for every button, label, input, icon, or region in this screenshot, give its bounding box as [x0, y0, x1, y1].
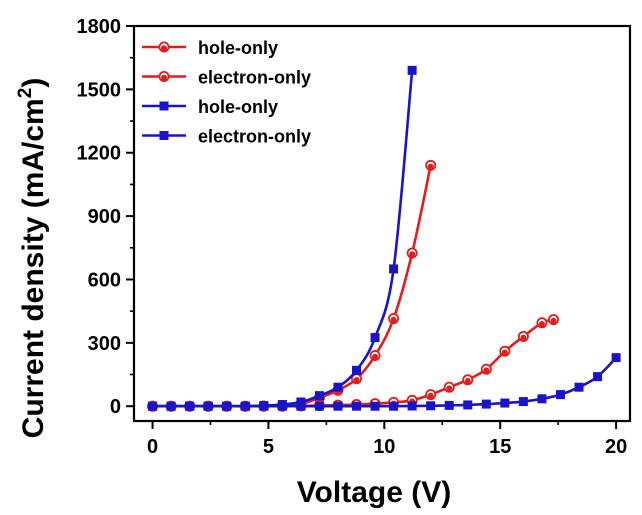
data-point: [333, 382, 343, 392]
legend-marker: [159, 101, 169, 111]
y-tick-label: 1200: [77, 143, 122, 165]
data-point: [500, 398, 510, 408]
legend-marker-fill: [161, 45, 167, 52]
data-point: [463, 400, 473, 410]
legend-item-3: electron-only: [142, 127, 311, 147]
series-line: [152, 165, 432, 408]
data-point: [389, 401, 399, 411]
data-point-fill: [464, 378, 471, 385]
data-point: [407, 65, 417, 75]
data-point: [148, 401, 158, 411]
data-point: [407, 401, 417, 411]
data-point: [240, 401, 250, 411]
legend-marker: [159, 131, 169, 140]
legend-label: hole-only: [198, 38, 278, 58]
data-point: [481, 399, 491, 409]
data-point-fill: [409, 251, 416, 258]
data-point: [555, 390, 565, 400]
data-point-fill: [372, 353, 379, 360]
data-point-fill: [390, 316, 397, 323]
data-point: [352, 401, 362, 411]
legend-marker-fill: [161, 74, 167, 81]
legend-item-1: electron-only: [142, 68, 311, 88]
x-tick-label: 0: [147, 436, 158, 458]
x-tick-label: 10: [373, 436, 395, 458]
data-point: [352, 365, 362, 375]
data-point: [537, 394, 547, 404]
data-point-fill: [427, 392, 434, 399]
series-1: [147, 314, 560, 412]
data-point: [593, 372, 603, 382]
data-point-fill: [520, 334, 527, 341]
axes-layer: 0 5 10 15 20 0 300 600 900 1200 1500 1800: [77, 16, 632, 458]
x-axis-title: Voltage (V): [297, 476, 451, 509]
y-tick-label: 300: [88, 333, 121, 355]
data-point-fill: [483, 367, 490, 374]
data-point: [314, 391, 324, 401]
y-tick-label: 600: [88, 269, 121, 291]
legend-item-0: hole-only: [142, 38, 278, 58]
plot-frame: [132, 24, 632, 423]
series-line: [152, 318, 554, 408]
data-point: [426, 401, 436, 411]
y-tick-label: 1800: [77, 16, 122, 38]
data-point: [370, 333, 380, 343]
legend: hole-only electron-only hole-only electron-…: [142, 38, 311, 147]
data-point: [296, 401, 306, 411]
data-point-fill: [538, 320, 545, 327]
data-point-fill: [446, 385, 453, 392]
data-point: [611, 353, 621, 363]
series-3: [148, 353, 621, 411]
y-axis-title-superscript: 2: [15, 88, 36, 99]
data-point: [203, 401, 213, 411]
data-point-fill: [501, 349, 508, 356]
data-point-fill: [353, 376, 360, 383]
series-layer: [147, 65, 621, 412]
y-tick-label: 1500: [77, 79, 122, 101]
data-point: [444, 400, 454, 410]
data-point-fill: [427, 163, 434, 170]
data-point: [185, 401, 195, 411]
data-point: [333, 401, 343, 411]
x-tick-label: 20: [605, 436, 627, 458]
legend-item-2: hole-only: [142, 97, 278, 117]
y-axis-title-close: ): [17, 78, 50, 88]
data-point: [389, 264, 399, 274]
legend-label: electron-only: [198, 127, 311, 147]
legend-label: electron-only: [198, 68, 311, 88]
data-point: [518, 397, 528, 407]
data-point: [222, 401, 232, 411]
data-point: [314, 401, 324, 411]
series-line: [152, 356, 618, 408]
x-tick-label: 5: [263, 436, 274, 458]
y-axis-title: Current density (mA/cm2): [15, 78, 50, 439]
data-point: [277, 401, 287, 411]
legend-label: hole-only: [198, 97, 278, 117]
data-point-fill: [550, 317, 557, 324]
y-tick-label: 0: [110, 396, 121, 418]
y-axis-title-main: Current density (mA/cm: [17, 98, 50, 438]
data-point: [370, 401, 380, 411]
y-tick-label: 900: [88, 206, 121, 228]
data-point: [574, 382, 584, 392]
data-point: [259, 401, 269, 411]
data-point: [166, 401, 176, 411]
x-tick-label: 15: [489, 436, 511, 458]
